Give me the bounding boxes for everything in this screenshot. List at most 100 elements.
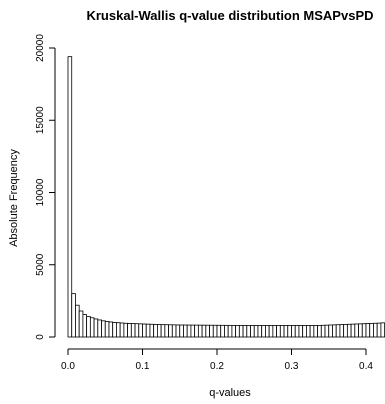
histogram-bar <box>82 314 88 338</box>
histogram-bar <box>376 322 382 338</box>
histogram-bar <box>224 324 229 338</box>
histogram-bar <box>373 322 378 338</box>
histogram-bar <box>175 324 181 338</box>
histogram-bar <box>294 325 300 338</box>
y-axis: 0 5000 10000 15000 20000 <box>35 34 56 340</box>
histogram-bar <box>164 324 169 338</box>
histogram-bar <box>156 324 162 338</box>
histogram-bar <box>253 325 259 338</box>
histogram-bar <box>350 323 356 338</box>
y-tick-label: 10000 <box>35 178 46 206</box>
histogram-bar <box>108 321 114 338</box>
histogram-bar <box>78 310 84 338</box>
histogram-bar <box>261 325 266 338</box>
histogram-bar <box>313 325 318 338</box>
histogram-bar <box>101 320 106 338</box>
histogram-bar <box>153 324 158 338</box>
histogram-bar <box>209 324 214 338</box>
x-axis: 0.0 0.1 0.2 0.3 0.4 <box>61 348 373 372</box>
histogram-bar <box>138 323 143 338</box>
histogram-bar <box>71 293 76 338</box>
histogram-bar <box>283 325 289 338</box>
x-tick-label: 0.0 <box>61 361 75 372</box>
histogram-bar <box>250 325 255 338</box>
histogram-bar <box>361 323 367 338</box>
x-tick-label: 0.1 <box>136 361 150 372</box>
histogram-bar <box>276 325 281 338</box>
histogram-bar <box>89 317 95 338</box>
histogram-bar <box>130 323 136 338</box>
histogram-bar <box>127 323 132 338</box>
x-axis-label: q-values <box>209 387 251 399</box>
histogram-bar <box>265 325 270 338</box>
histogram-bar <box>171 324 177 338</box>
histogram-bar <box>335 324 341 338</box>
histogram-bar <box>324 324 330 338</box>
histogram-bar <box>305 325 311 338</box>
histogram-bar <box>112 322 117 338</box>
histogram-bar <box>197 324 203 338</box>
histogram-bar <box>212 324 218 338</box>
histogram-bar <box>231 325 237 338</box>
histogram-bar <box>205 324 210 338</box>
histogram-bar <box>317 325 322 338</box>
histogram-bar <box>104 320 110 338</box>
histogram-bar <box>93 318 99 338</box>
histogram-bar <box>302 325 307 338</box>
histogram-bar <box>160 324 166 338</box>
histogram-bar <box>194 324 199 338</box>
histogram-bar <box>145 323 151 338</box>
histogram-bar <box>339 324 345 338</box>
histogram-bar <box>332 324 337 338</box>
histogram-bar <box>354 323 359 338</box>
histogram-bar <box>142 323 147 338</box>
histogram-bar <box>97 319 102 338</box>
histogram-bar <box>168 324 173 338</box>
histogram-bar <box>183 324 188 338</box>
histogram-bar <box>201 324 207 338</box>
histogram-bar <box>320 324 326 338</box>
histogram-bar <box>179 324 184 338</box>
histogram-bar <box>268 325 274 338</box>
y-tick-label: 5000 <box>35 253 46 276</box>
y-tick-label: 20000 <box>35 34 46 62</box>
histogram-bar <box>298 325 304 338</box>
histogram-bar <box>365 323 371 338</box>
histogram-bar <box>67 56 73 338</box>
histogram-bar <box>242 325 248 338</box>
histogram-bar <box>358 323 363 338</box>
histogram-bar <box>328 324 333 338</box>
histogram-bar <box>134 323 140 338</box>
histogram-bar <box>186 324 192 338</box>
histogram-bar <box>380 322 385 338</box>
histogram-bar <box>123 322 128 338</box>
histogram-bar <box>369 323 374 338</box>
histogram-bar <box>279 325 285 338</box>
histogram-bar <box>235 325 240 338</box>
y-axis-label: Absolute Frequency <box>8 149 20 247</box>
histogram-bar <box>119 322 125 338</box>
histogram-bar <box>343 324 348 338</box>
x-tick-label: 0.3 <box>285 361 299 372</box>
histogram-bar <box>86 316 91 338</box>
histogram-bar <box>291 325 296 338</box>
histogram-bar <box>190 324 196 338</box>
histogram-bar <box>257 325 263 338</box>
y-tick-label: 0 <box>35 334 46 340</box>
histogram-bar <box>309 325 315 338</box>
x-tick-label: 0.4 <box>359 361 373 372</box>
x-tick-label: 0.2 <box>210 361 224 372</box>
histogram-bar <box>287 325 292 338</box>
chart-title: Kruskal-Wallis q-value distribution MSAP… <box>86 8 373 23</box>
histogram-bar <box>272 325 277 338</box>
histogram-bar <box>246 325 251 338</box>
histogram-bar <box>149 323 155 338</box>
histogram-bar <box>75 304 80 338</box>
histogram-bar <box>220 324 225 338</box>
y-tick-label: 15000 <box>35 106 46 134</box>
histogram-bar <box>227 324 233 338</box>
histogram-bar <box>116 322 121 338</box>
histogram-bar <box>346 323 352 338</box>
histogram-bar <box>238 325 244 338</box>
